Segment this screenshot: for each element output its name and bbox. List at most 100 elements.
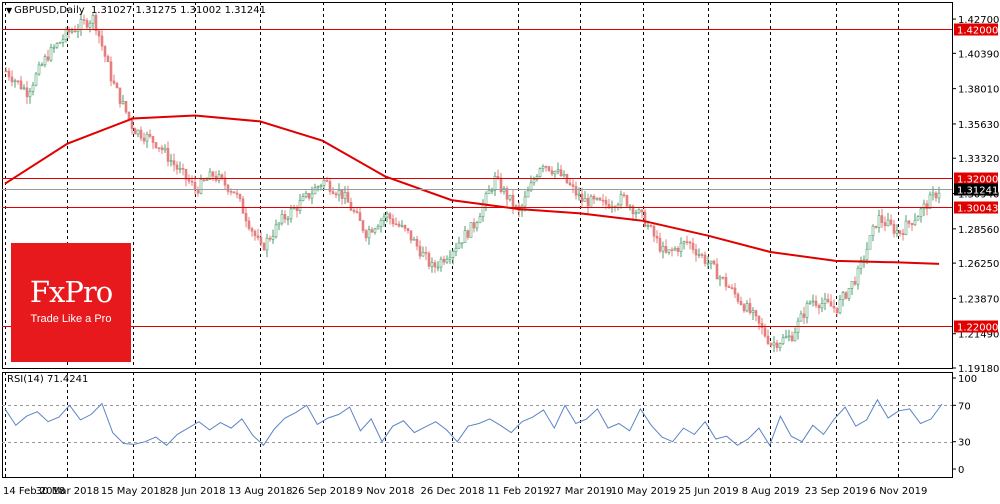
logo-name: FxPro [29, 275, 113, 309]
candle-bull [595, 197, 599, 200]
candle-bear [703, 254, 707, 264]
candle-bear [130, 118, 134, 129]
candle-bull [319, 185, 323, 187]
candle-bull [514, 205, 518, 208]
candle-bear [406, 228, 410, 231]
candle-bull [439, 258, 443, 268]
rsi-tick-label: 100 [958, 374, 977, 385]
candle-bull [922, 203, 926, 210]
candle-bull [679, 242, 683, 252]
x-tick-label: 26 Sep 2018 [292, 486, 355, 497]
candle-bear [586, 198, 590, 207]
candle-bear [325, 180, 329, 182]
candle-bear [154, 142, 158, 148]
candle-bear [238, 193, 242, 200]
candle-bear [655, 235, 659, 239]
candle-bear [844, 292, 848, 299]
candle-bull [31, 84, 35, 92]
x-tick-label: 13 Aug 2018 [228, 486, 292, 497]
candle-bear [925, 203, 929, 210]
candle-bear [559, 169, 563, 177]
candle-bear [757, 315, 761, 324]
candle-bull [661, 245, 665, 252]
level-label-box [954, 201, 998, 214]
collapse-arrow-icon[interactable]: ▼ [6, 6, 13, 15]
candle-bear [184, 168, 188, 180]
candle-bear [496, 175, 500, 179]
candle-bull [490, 189, 494, 192]
candle-bear [133, 128, 137, 135]
candle-bear [340, 190, 344, 199]
candle-bear [25, 87, 29, 98]
candle-bull [847, 288, 851, 299]
candle-bull [937, 192, 941, 199]
candle-bear [256, 235, 260, 238]
candle-bear [826, 298, 830, 303]
candle-bear [157, 147, 161, 149]
level-label-box [954, 183, 998, 196]
y-tick-label: 1.42700 [958, 15, 999, 26]
candle-bear [676, 248, 680, 252]
level-label: 1.31241 [957, 186, 998, 197]
candle-bear [766, 335, 770, 344]
candle-bear [127, 111, 131, 120]
candle-bull [871, 225, 875, 236]
level-label: 1.22000 [957, 323, 998, 334]
candle-bull [121, 101, 125, 104]
candle-bear [835, 307, 839, 314]
candle-bull [469, 222, 473, 238]
candle-bear [202, 179, 206, 181]
candle-bull [697, 254, 701, 256]
candle-bear [901, 233, 905, 235]
candle-bear [244, 213, 248, 222]
candles-group [4, 12, 941, 353]
candle-bear [739, 301, 743, 305]
candle-bear [73, 30, 77, 33]
y-tick-label: 1.28560 [958, 225, 999, 236]
candle-bull [451, 251, 455, 258]
candle-bear [103, 45, 107, 57]
candle-bull [217, 174, 221, 181]
candle-bear [472, 222, 476, 229]
candle-bull [169, 160, 173, 162]
candle-bull [457, 242, 461, 249]
candle-bull [277, 222, 281, 226]
candle-bear [100, 35, 104, 47]
candle-bear [685, 241, 689, 243]
candle-bear [898, 230, 902, 234]
candle-bear [46, 56, 50, 61]
rsi-line [4, 398, 943, 447]
candle-bear [700, 254, 704, 256]
candle-bull [58, 42, 62, 44]
candle-bear [691, 242, 695, 250]
candle-bull [709, 260, 713, 264]
candle-bear [85, 20, 89, 28]
x-tick-label: 27 Mar 2019 [549, 486, 612, 497]
x-tick-label: 14 Feb 2018 [3, 486, 65, 497]
candle-bear [391, 218, 395, 225]
candle-bear [331, 191, 335, 195]
candle-bear [775, 342, 779, 349]
candle-bull [271, 236, 275, 240]
candle-bear [712, 260, 716, 265]
candle-bear [175, 164, 179, 170]
candle-bull [904, 220, 908, 235]
y-tick-label: 1.21490 [958, 330, 999, 341]
candle-bear [307, 193, 311, 199]
candle-bear [67, 29, 71, 33]
candle-bull [808, 301, 812, 304]
chart-header: ▼ GBPUSD,Daily 1.31027 1.31275 1.31002 1.… [6, 5, 266, 16]
rsi-tick-label: 30 [958, 438, 971, 449]
candle-bull [454, 247, 458, 252]
candle-bear [598, 197, 602, 201]
candle-bear [505, 188, 509, 200]
candle-bull [718, 276, 722, 280]
candle-bear [715, 263, 719, 280]
candle-bear [229, 191, 233, 193]
candle-bear [10, 76, 14, 83]
level-label-box [954, 23, 998, 36]
symbol-label: GBPUSD,Daily [14, 5, 85, 16]
candle-bear [259, 237, 263, 244]
ohlc-readout: 1.31027 1.31275 1.31002 1.31241 [91, 5, 266, 16]
candle-bear [142, 137, 146, 142]
